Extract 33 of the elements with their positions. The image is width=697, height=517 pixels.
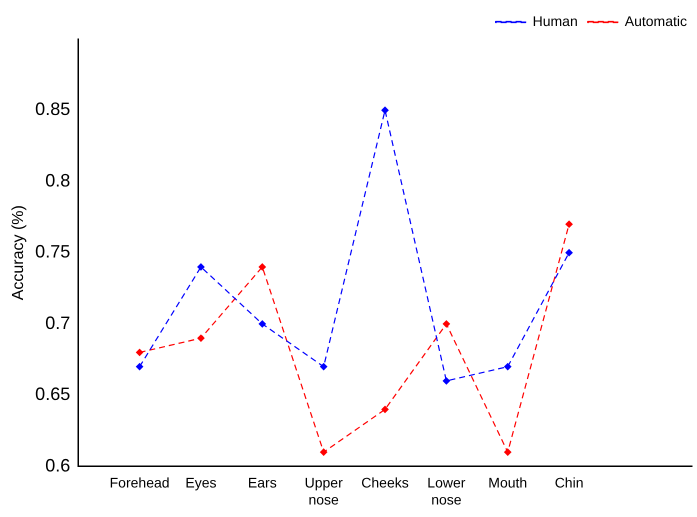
point [258, 263, 266, 271]
point [442, 320, 450, 328]
point [381, 106, 389, 114]
y-axis-title: Accuracy (%) [10, 205, 28, 300]
point [442, 377, 450, 385]
y-tick-label: 0.75 [35, 242, 70, 262]
x-tick-label: Forehead [110, 474, 170, 491]
legend-label: Automatic [624, 12, 687, 29]
point [381, 406, 389, 414]
point [136, 348, 144, 356]
y-tick-label: 0.6 [45, 455, 70, 476]
point [197, 263, 205, 271]
x-tick-label: Chin [554, 474, 584, 491]
point [258, 320, 266, 328]
y-tick-label: 0.85 [35, 99, 70, 120]
point [197, 334, 205, 342]
point [136, 363, 144, 370]
point [565, 249, 573, 256]
x-tick-label: Ears [248, 474, 277, 491]
point [565, 220, 573, 228]
x-tick-label: Upper nose [304, 474, 344, 508]
y-tick-label: 0.65 [35, 384, 70, 404]
x-tick-label: Lower nose [427, 474, 466, 508]
point [320, 363, 328, 370]
x-tick-label: Mouth [488, 474, 528, 491]
x-tick-label: Eyes [185, 474, 217, 491]
point [320, 448, 328, 456]
y-tick-label: 0.8 [45, 170, 70, 190]
point [504, 363, 512, 370]
legend-label: Human [532, 12, 578, 29]
point [504, 448, 512, 456]
y-tick-label: 0.7 [45, 312, 70, 333]
x-tick-label: Cheeks [361, 474, 409, 491]
